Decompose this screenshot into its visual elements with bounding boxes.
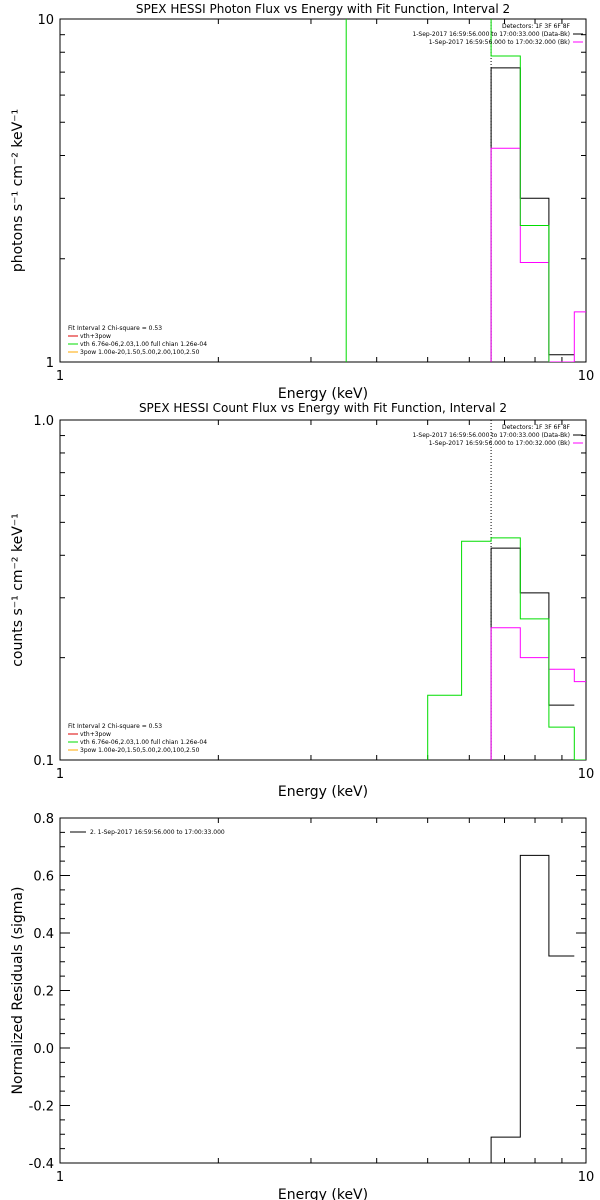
series-line-0 [490,67,575,362]
x-tick-label: 10 [578,369,595,384]
chart-title: SPEX HESSI Photon Flux vs Energy with Fi… [136,2,510,16]
plot-area [427,420,586,760]
y-tick-label: 0.4 [33,927,54,942]
legend-entry: vth+3pow [80,731,111,738]
y-tick-label: 0.0 [33,1042,54,1057]
x-axis-label: Energy (keV) [278,784,368,800]
y-axis-label: counts s⁻¹ cm⁻² keV⁻¹ [10,513,26,667]
series-line-2 [427,537,586,760]
y-tick-label: 0.2 [33,985,54,1000]
x-tick-label: 10 [578,767,595,782]
residuals-panel: 1 10 -0.4 -0.2 0.0 0.2 0.4 0.6 0.8 Energy (keV) No… [10,812,594,1200]
y-tick-label: 1.0 [33,414,54,429]
chart-title: SPEX HESSI Count Flux vs Energy with Fit… [139,401,507,415]
plot-frame [59,18,587,363]
legend-entry: Fit Interval 2 Chi-square = 0.53 [68,723,162,730]
series-line-1 [490,627,586,760]
legend-entry: 1-Sep-2017 16:59:56.000 to 17:00:33.000 … [412,432,570,439]
x-tick-label: 10 [578,1170,595,1185]
count-flux-panel: SPEX HESSI Count Flux vs Energy with Fit… [10,401,594,800]
series-line-0 [490,547,575,760]
plot-area [345,19,586,362]
x-axis-label: Energy (keV) [278,1187,368,1200]
legend-entry: vth+3pow [80,333,111,340]
x-tick-label: 1 [56,767,64,782]
y-tick-label: 1 [46,356,54,371]
y-tick-label: 10 [37,13,54,28]
legend-entry: Detectors: 1F 3F 6F 8F [502,424,571,431]
y-axis-label: Normalized Residuals (sigma) [10,887,26,1095]
legend-entry: Fit Interval 2 Chi-square = 0.53 [68,325,162,332]
legend-entry: Detectors: 1F 3F 6F 8F [502,23,571,30]
legend-entry: vth 6.76e-06,2.03,1.00 full chian 1.26e-… [80,341,207,348]
y-axis-label: photons s⁻¹ cm⁻² keV⁻¹ [10,109,26,272]
photon-flux-panel: SPEX HESSI Photon Flux vs Energy with Fi… [10,2,595,402]
legend-entry: 1-Sep-2017 16:59:56.000 to 17:00:33.000 … [412,31,570,38]
y-tick-label: -0.2 [29,1100,54,1115]
y-tick-label: 0.6 [33,870,54,885]
series-line-2 [345,19,550,362]
legend-entry: 1-Sep-2017 16:59:56.000 to 17:00:32.000 … [429,39,570,46]
plot-frame [59,419,587,761]
series-line-1 [490,147,586,362]
x-axis-label: Energy (keV) [278,386,368,402]
legend-entry: 3pow 1.00e-20,1.50,5.00,2.00,100,2.50 [80,349,200,356]
plot-frame [59,817,587,1164]
legend-entry: 3pow 1.00e-20,1.50,5.00,2.00,100,2.50 [80,747,200,754]
x-tick-label: 1 [56,369,64,384]
plot-area [490,854,575,1163]
legend-entry: 1-Sep-2017 16:59:56.000 to 17:00:32.000 … [429,440,570,447]
legend-entry: vth 6.76e-06,2.03,1.00 full chian 1.26e-… [80,739,207,746]
series-line-0 [490,854,575,1163]
legend-entry: 2. 1-Sep-2017 16:59:56.000 to 17:00:33.0… [90,829,225,836]
y-tick-label: 0.8 [33,812,54,827]
y-tick-label: -0.4 [29,1157,54,1172]
y-tick-label: 0.1 [33,754,54,769]
x-tick-label: 1 [56,1170,64,1185]
